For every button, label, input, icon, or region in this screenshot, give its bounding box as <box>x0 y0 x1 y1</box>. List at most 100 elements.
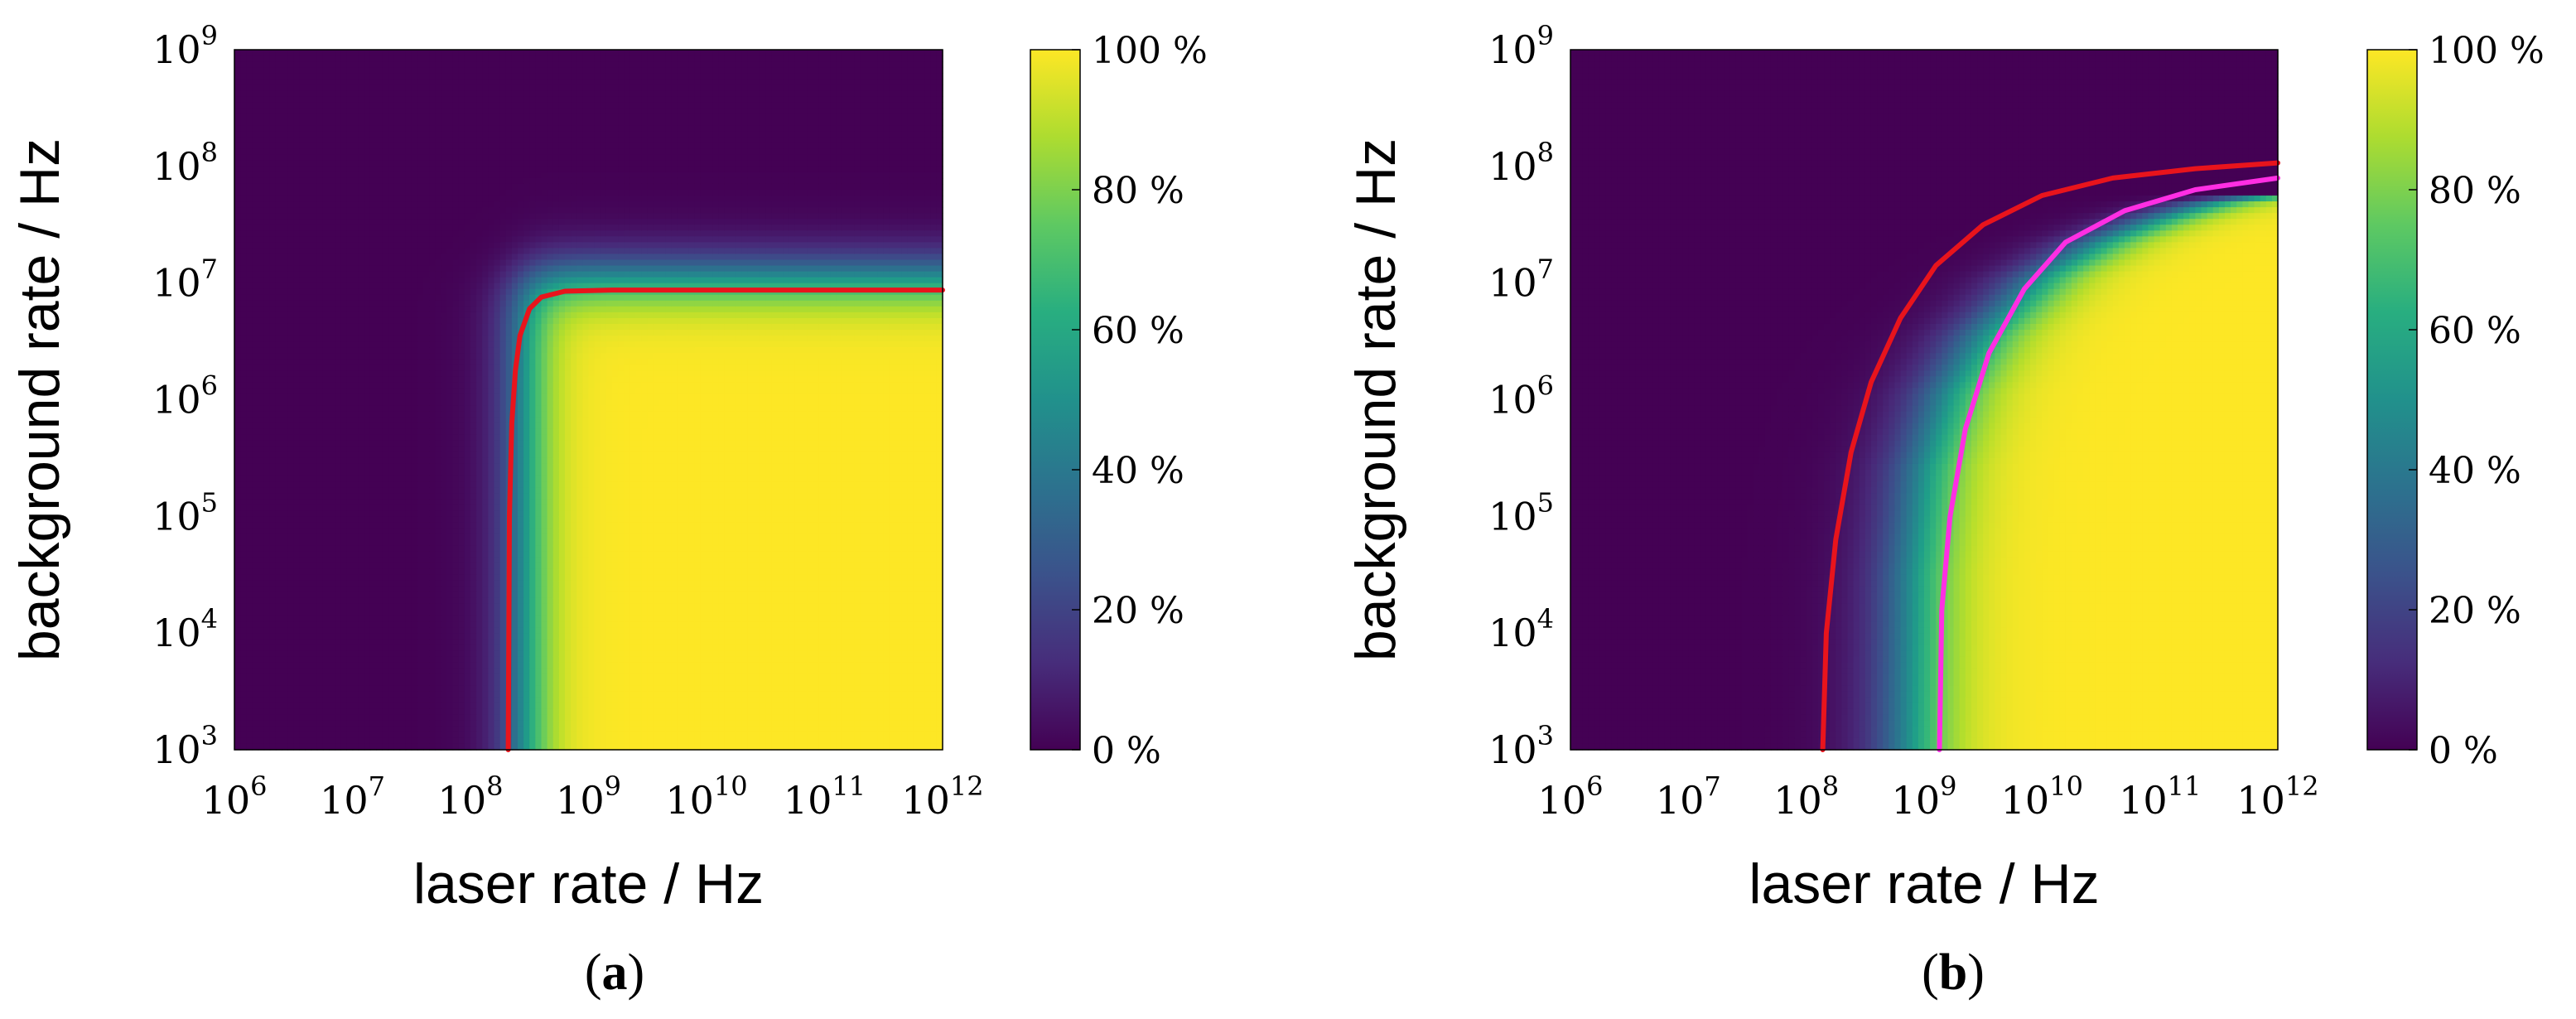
heatmap-cell <box>470 481 477 488</box>
heatmap-cell <box>329 551 335 558</box>
heatmap-cell <box>470 732 477 739</box>
heatmap-cell <box>399 627 407 634</box>
heatmap-cell <box>476 73 483 80</box>
heatmap-cell <box>423 697 430 704</box>
heatmap-cell <box>417 539 424 547</box>
heatmap-cell <box>340 259 347 267</box>
heatmap-cell <box>305 317 312 325</box>
heatmap-cell <box>411 621 418 628</box>
heatmap-cell <box>335 505 341 511</box>
heatmap-cell <box>246 265 253 273</box>
heatmap-cell <box>234 405 241 413</box>
heatmap-cell <box>269 668 277 675</box>
heatmap-cell <box>322 341 330 348</box>
heatmap-cell <box>293 160 300 167</box>
heatmap-cell <box>376 720 383 727</box>
heatmap-cell <box>287 154 294 162</box>
heatmap-cell <box>423 113 430 121</box>
heatmap-cell <box>346 574 354 582</box>
heatmap-cell <box>452 423 460 430</box>
heatmap-cell <box>240 463 247 471</box>
heatmap-cell <box>275 446 282 453</box>
heatmap-cell <box>388 323 394 331</box>
heatmap-cell <box>287 703 294 710</box>
heatmap-cell <box>423 493 430 500</box>
heatmap-cell <box>382 603 388 611</box>
heatmap-cell <box>335 177 341 185</box>
heatmap-cell <box>299 516 306 523</box>
heatmap-cell <box>282 586 288 593</box>
heatmap-cell <box>269 213 277 220</box>
heatmap-cell <box>316 196 324 202</box>
heatmap-cell <box>258 592 265 599</box>
heatmap-cell <box>234 621 241 628</box>
heatmap-cell <box>352 236 359 243</box>
heatmap-cell <box>316 703 324 710</box>
heatmap-cell <box>335 242 341 249</box>
heatmap-cell <box>275 726 282 733</box>
heatmap-cell <box>311 668 318 675</box>
heatmap-cell <box>417 574 424 582</box>
heatmap-cell <box>352 341 359 348</box>
heatmap-cell <box>269 283 277 290</box>
heatmap-cell <box>258 259 265 267</box>
heatmap-cell <box>282 545 288 553</box>
heatmap-cell <box>464 225 471 231</box>
heatmap-cell <box>441 428 448 436</box>
heatmap-cell <box>335 417 341 424</box>
heatmap-cell <box>405 359 412 365</box>
heatmap-cell <box>329 650 335 657</box>
heatmap-cell <box>464 90 471 97</box>
heatmap-cell <box>411 522 418 529</box>
heatmap-cell <box>263 219 271 225</box>
heatmap-cell <box>258 67 265 74</box>
heatmap-cell <box>340 213 347 220</box>
heatmap-cell <box>263 592 271 599</box>
heatmap-cell <box>340 603 347 611</box>
heatmap-cell <box>246 697 253 704</box>
heatmap-cell <box>399 457 407 465</box>
heatmap-cell <box>282 254 288 261</box>
heatmap-cell <box>311 708 318 716</box>
heatmap-cell <box>322 574 330 582</box>
heatmap-cell <box>329 131 335 138</box>
heatmap-cell <box>335 726 341 733</box>
heatmap-cell <box>282 580 288 587</box>
heatmap-cell <box>429 137 436 144</box>
heatmap-cell <box>405 685 412 693</box>
heatmap-cell <box>346 423 354 430</box>
heatmap-cell <box>305 248 312 255</box>
heatmap-cell <box>382 627 388 634</box>
heatmap-cell <box>446 446 454 453</box>
heatmap-cell <box>246 610 253 616</box>
heatmap-cell <box>316 405 324 413</box>
heatmap-cell <box>441 288 448 296</box>
heatmap-cell <box>305 341 312 348</box>
heatmap-cell <box>429 96 436 103</box>
heatmap-cell <box>405 311 412 319</box>
heatmap-cell <box>399 597 407 605</box>
heatmap-cell <box>393 639 401 645</box>
heatmap-cell <box>299 365 306 371</box>
heatmap-cell <box>417 703 424 710</box>
heatmap-cell <box>369 668 377 675</box>
heatmap-cell <box>352 557 359 564</box>
heatmap-cell <box>346 481 354 488</box>
heatmap-cell <box>240 545 247 553</box>
heatmap-cell <box>329 277 335 284</box>
heatmap-cell <box>399 207 407 214</box>
heatmap-cell <box>234 242 241 249</box>
heatmap-cell <box>399 463 407 471</box>
heatmap-cell <box>311 726 318 733</box>
heatmap-cell <box>329 96 335 103</box>
heatmap-cell <box>305 714 312 722</box>
heatmap-cell <box>240 580 247 587</box>
heatmap-cell <box>287 317 294 325</box>
heatmap-cell <box>269 323 277 331</box>
heatmap-cell <box>311 108 318 115</box>
heatmap-cell <box>446 732 454 739</box>
heatmap-cell <box>364 668 371 675</box>
heatmap-cell <box>322 102 330 109</box>
heatmap-cell <box>452 650 460 657</box>
heatmap-cell <box>452 259 460 267</box>
